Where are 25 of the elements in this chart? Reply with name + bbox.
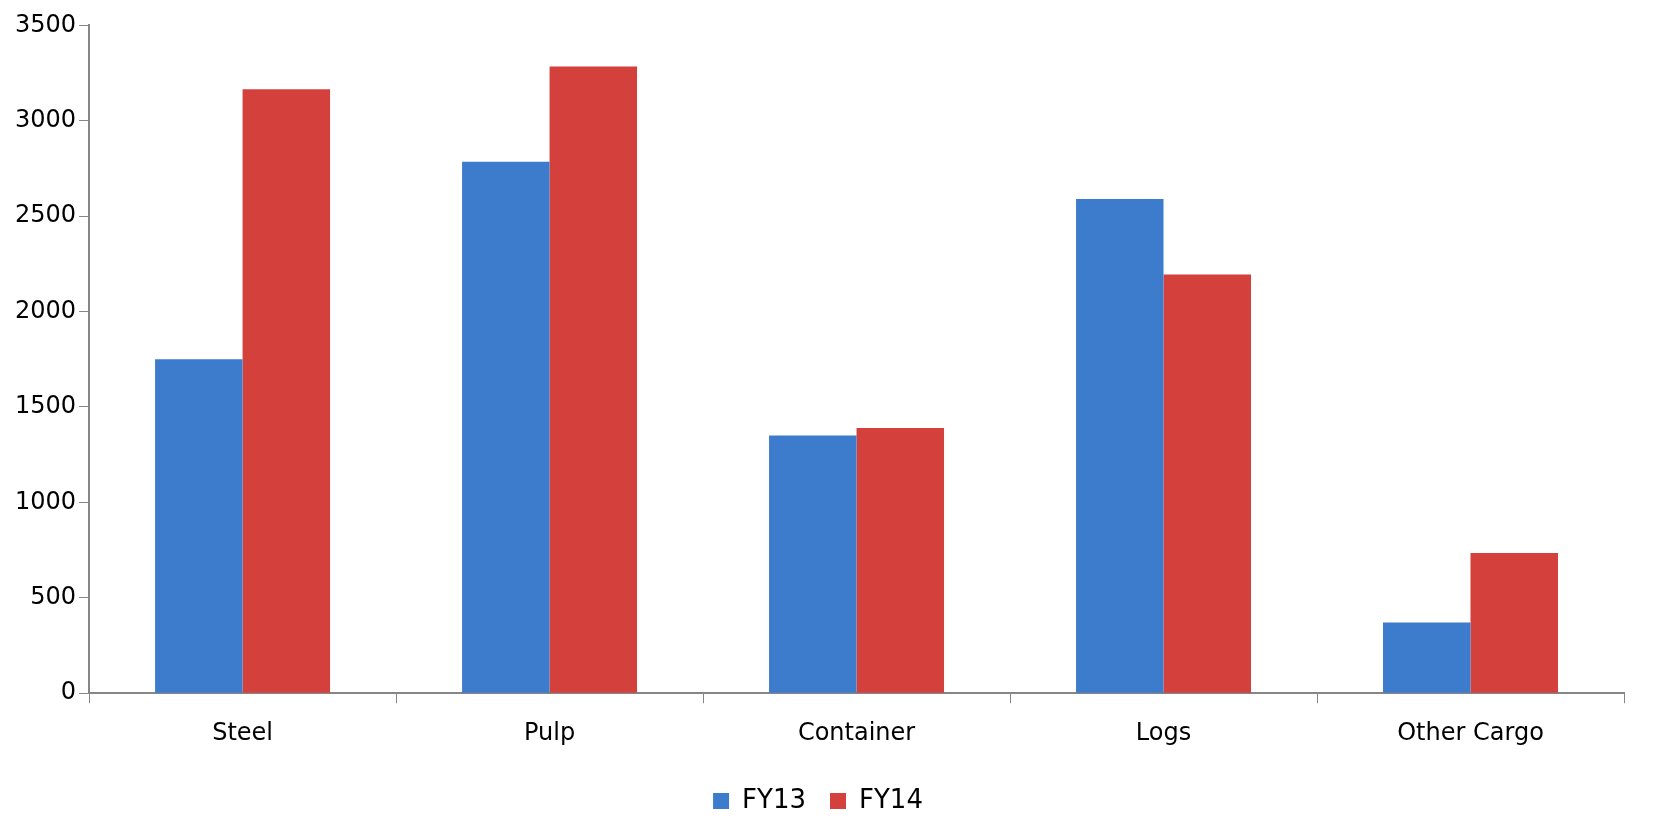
bar bbox=[242, 89, 331, 693]
y-tick-label: 1500 bbox=[15, 391, 77, 420]
x-tick-label: Other Cargo bbox=[1397, 717, 1544, 746]
y-tick-label: 3000 bbox=[15, 105, 77, 134]
x-tick-label: Container bbox=[797, 717, 916, 746]
x-tick-label: Pulp bbox=[523, 717, 576, 746]
bar bbox=[769, 435, 857, 693]
y-tick-label: 0 bbox=[60, 677, 77, 706]
x-tick-label: Steel bbox=[212, 717, 273, 746]
bar bbox=[155, 359, 243, 693]
bar bbox=[1470, 552, 1558, 693]
y-tick-label: 2000 bbox=[15, 295, 77, 324]
legend-label: FY14 bbox=[859, 783, 923, 814]
bar bbox=[1383, 622, 1471, 693]
y-tick-label: 500 bbox=[30, 582, 77, 611]
legend-label: FY13 bbox=[742, 783, 806, 814]
x-tick-label: Logs bbox=[1135, 717, 1192, 746]
y-tick-label: 1000 bbox=[15, 486, 77, 515]
bar bbox=[1163, 274, 1252, 693]
y-tick-label: 3500 bbox=[15, 9, 77, 38]
bar bbox=[549, 66, 638, 693]
y-tick-label: 2500 bbox=[15, 200, 77, 229]
bar bbox=[462, 161, 550, 693]
bar bbox=[1076, 199, 1164, 693]
bar bbox=[856, 427, 945, 693]
